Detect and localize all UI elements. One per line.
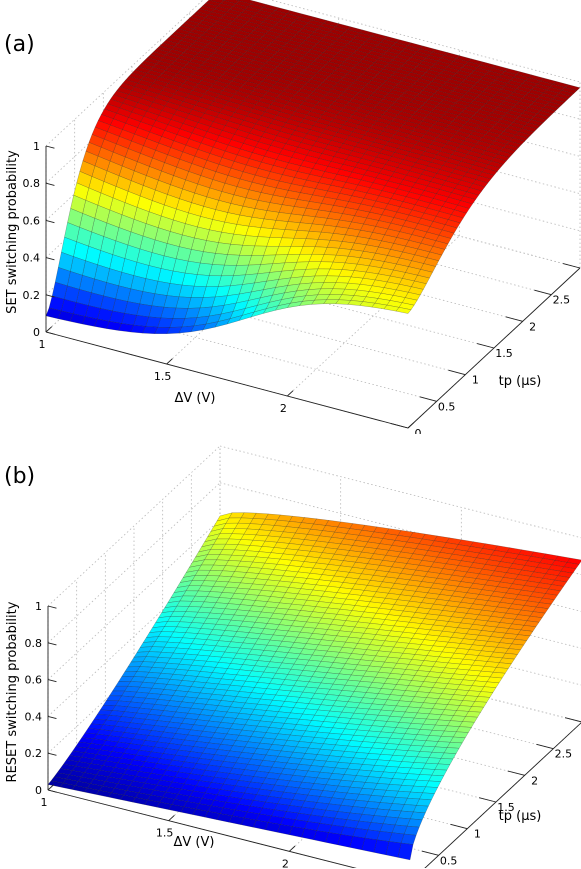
chart-a-grid-backwall-z — [269, 0, 581, 83]
chart-a-x-tick — [166, 358, 173, 365]
chart-a-z-tick-label: 1 — [33, 140, 40, 153]
chart-a-x-tick — [407, 422, 415, 429]
chart-b-grid-sidewall-z — [47, 519, 221, 680]
chart-b-z-tick-label: 0.2 — [25, 747, 43, 760]
chart-a-z-tick-label: 0 — [33, 326, 40, 339]
chart-a-y-tick-label: 0 — [415, 427, 422, 434]
chart-a-z-tick — [45, 145, 55, 149]
chart-a-x-axis-label: ΔV (V) — [175, 391, 216, 406]
chart-b-y-tick — [564, 717, 581, 723]
chart-b-grid-sidewall-z — [47, 556, 221, 717]
chart-a-y-tick — [476, 343, 495, 349]
chart-b-z-tick — [47, 642, 57, 646]
chart-b-z-axis-label: RESET switching probability — [5, 601, 20, 782]
chart-b-z-tick — [47, 715, 57, 719]
chart-a-grid-floor-y — [103, 278, 466, 376]
chart-a-grid-floor-y — [160, 224, 523, 322]
chart-b-z-tick-label: 0 — [35, 784, 42, 797]
chart-b-z-tick-label: 1 — [35, 600, 42, 613]
chart-b-y-tick — [507, 770, 525, 776]
chart-a-y-tick — [534, 289, 552, 296]
chart-a-x-tick — [45, 326, 53, 333]
chart-a-y-tick — [419, 396, 437, 402]
chart-a-y-tick — [390, 423, 409, 429]
chart-b-x-tick-label: 2 — [282, 857, 289, 868]
chart-a-y-tick — [505, 316, 523, 322]
chart-a-grid-floor-y — [131, 251, 495, 349]
chart-a-y-tick-label: 2 — [529, 320, 536, 333]
chart-b-surface — [47, 512, 581, 861]
chart-a-y-tick-label: 1 — [472, 374, 479, 387]
chart-a-z-tick — [45, 257, 55, 261]
chart-a-y-tick-label: 0.5 — [438, 400, 456, 413]
panel-label-a: (a) — [4, 32, 35, 57]
chart-b-y-tick — [450, 823, 468, 830]
chart-a-grid-sidewall-z — [45, 0, 204, 147]
chart-a-surface-patch — [45, 307, 62, 319]
chart-a-grid-floor-y — [74, 304, 437, 402]
chart-a-grid-floor-x — [287, 235, 460, 397]
chart-a-grid-backwall-z — [217, 171, 581, 269]
chart-a-z-tick-label: 0.6 — [23, 214, 41, 227]
chart-a-z-tick — [45, 331, 55, 335]
chart-a-z-tick — [45, 294, 55, 298]
chart-a-z-axis-label: SET switching probability — [5, 150, 20, 314]
chart-b-y-tick-label: 2.5 — [555, 748, 573, 761]
chart-b-z-tick — [47, 605, 57, 609]
chart-b-z-tick-label: 0.4 — [25, 710, 43, 723]
chart-a-x-tick-label: 1 — [39, 338, 46, 351]
chart-b-surface-patch — [47, 780, 64, 788]
chart-a-grid-floor-y — [189, 198, 552, 296]
chart-a-x-axis — [45, 331, 409, 429]
chart-a-z-tick-label: 0.2 — [23, 289, 41, 302]
chart-a-y-axis-label: tp (μs) — [499, 374, 542, 389]
chart-b-z-tick — [47, 752, 57, 756]
chart-b-y-tick-label: 0.5 — [440, 854, 458, 867]
chart-b-x-axis-label: ΔV (V) — [174, 835, 215, 850]
chart-b-z-tick — [47, 679, 57, 683]
chart-b-x-tick-label: 1.5 — [156, 827, 174, 840]
chart-a-z-tick-label: 0.4 — [23, 252, 41, 265]
chart-b-x-tick — [289, 845, 296, 852]
chart-b-y-tick-label: 2 — [531, 774, 538, 787]
chart-b-grid-sidewall-z — [47, 482, 221, 644]
chart-b-x-axis — [47, 789, 357, 868]
panel-label-b: (b) — [4, 464, 36, 489]
chart-a-x-tick — [287, 390, 294, 397]
chart-a-x-tick-label: 2 — [280, 402, 287, 415]
chart-a-y-tick-label: 2.5 — [553, 294, 571, 307]
chart-b-z-tick — [47, 789, 57, 793]
chart-b-grid-sidewall-z — [47, 445, 221, 607]
chart-a-z-tick — [45, 219, 55, 224]
chart-b-y-tick-label: 1 — [474, 828, 481, 841]
chart-a-z-tick-label: 0.8 — [23, 177, 41, 190]
chart-a-grid-backwall-z — [217, 97, 581, 194]
chart-a-y-tick — [562, 263, 581, 269]
chart-b-x-tick — [168, 815, 175, 821]
chart-b-y-axis-label: tp (μs) — [499, 809, 542, 824]
chart-a-x-tick-label: 1.5 — [154, 370, 172, 383]
chart-b-y-tick-label: 1.5 — [497, 801, 515, 814]
chart-a-z-tick — [45, 182, 55, 186]
chart-b-x-tick-label: 1 — [41, 796, 48, 809]
chart-b-y-tick — [536, 743, 554, 750]
chart-a-surface — [45, 0, 581, 334]
chart-b-z-tick-label: 0.6 — [25, 674, 43, 687]
chart-a-y-tick-label: 1.5 — [495, 347, 513, 360]
chart-b-y-tick — [421, 850, 439, 856]
chart-a-grid-backwall-z — [217, 134, 581, 232]
chart-b-x-tick — [47, 784, 55, 791]
chart-a-y-tick — [448, 369, 466, 376]
chart-b-y-tick — [478, 797, 497, 803]
chart-b-z-tick-label: 0.8 — [25, 637, 43, 650]
